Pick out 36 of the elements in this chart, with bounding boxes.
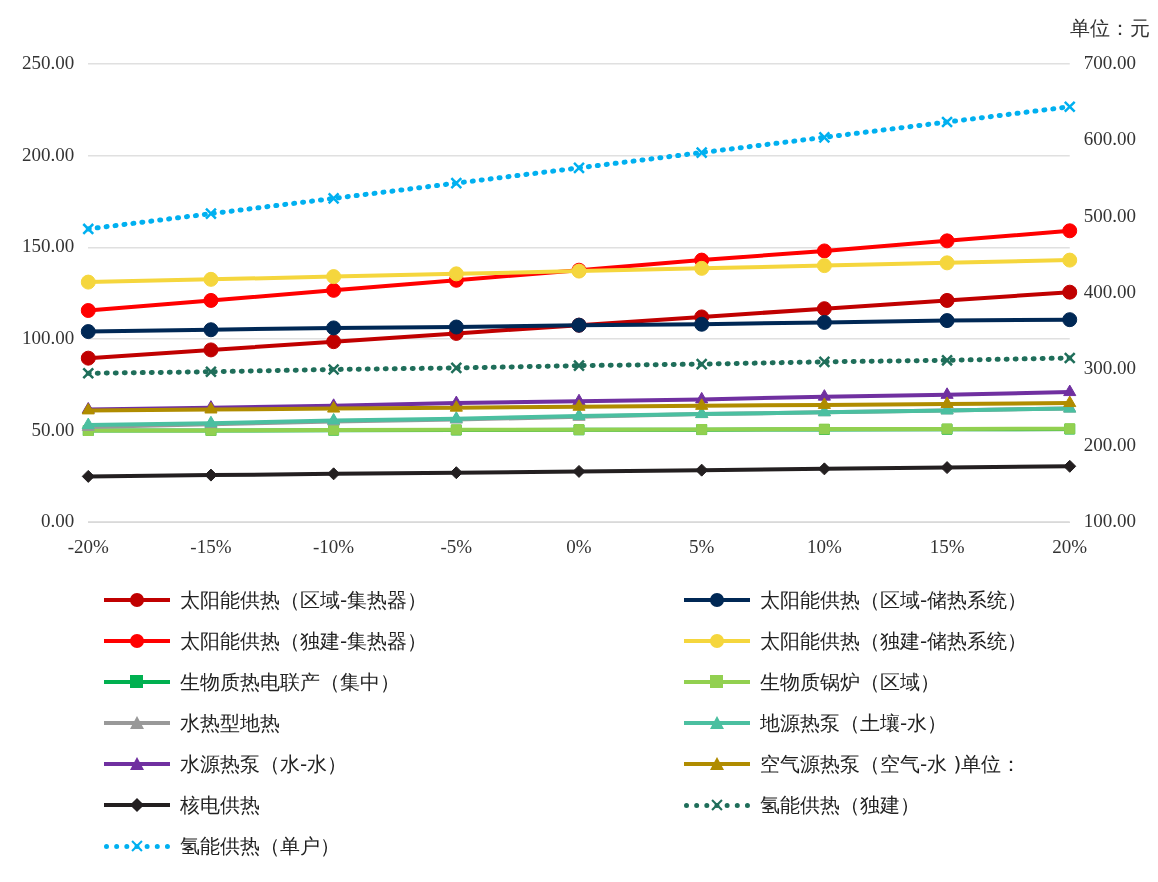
y-tick-label: 200.00 — [22, 143, 75, 165]
x-tick-label: 0% — [566, 535, 592, 557]
y2-tick-label: 700.00 — [1083, 51, 1136, 73]
y2-axis-title: 单位：元 — [1070, 16, 1150, 41]
legend-label: 水热型地热 — [180, 709, 280, 737]
y2-tick-label: 400.00 — [1083, 281, 1136, 303]
y2-tick-label: 200.00 — [1083, 433, 1136, 455]
legend-label: 太阳能供热（独建-储热系统） — [760, 627, 1028, 655]
legend-label: 太阳能供热（区域-集热器） — [180, 586, 428, 614]
y2-tick-label: 100.00 — [1083, 510, 1136, 532]
x-tick-label: -20% — [67, 535, 109, 557]
y-tick-label: 100.00 — [22, 326, 75, 348]
x-tick-label: 10% — [806, 535, 842, 557]
legend-label: 生物质锅炉（区域） — [760, 668, 940, 696]
legend-label: 氢能供热（独建） — [760, 791, 920, 819]
y-tick-label: 150.00 — [22, 235, 75, 257]
legend-label: 太阳能供热（独建-集热器） — [180, 627, 428, 655]
legend-label: 太阳能供热（区域-储热系统） — [760, 586, 1028, 614]
x-tick-label: -10% — [313, 535, 355, 557]
legend-label: 水源热泵（水-水） — [180, 750, 348, 778]
y2-tick-label: 300.00 — [1083, 357, 1136, 379]
y-tick-label: 50.00 — [31, 418, 75, 440]
x-tick-label: 20% — [1052, 535, 1088, 557]
legend-label: 核电供热 — [180, 791, 260, 819]
y-tick-label: 0.00 — [41, 510, 75, 532]
legend-label: 地源热泵（土壤-水） — [760, 709, 948, 737]
legend-label: 空气源热泵（空气-水 )单位： — [760, 750, 1022, 778]
y2-tick-label: 600.00 — [1083, 128, 1136, 150]
y-tick-label: 250.00 — [22, 51, 75, 73]
x-tick-label: -15% — [190, 535, 232, 557]
x-tick-label: 15% — [929, 535, 965, 557]
y2-tick-label: 500.00 — [1083, 204, 1136, 226]
x-tick-label: 5% — [689, 535, 715, 557]
legend-label: 氢能供热（单户） — [180, 832, 340, 860]
x-tick-label: -5% — [440, 535, 473, 557]
legend-label: 生物质热电联产（集中） — [180, 668, 400, 696]
